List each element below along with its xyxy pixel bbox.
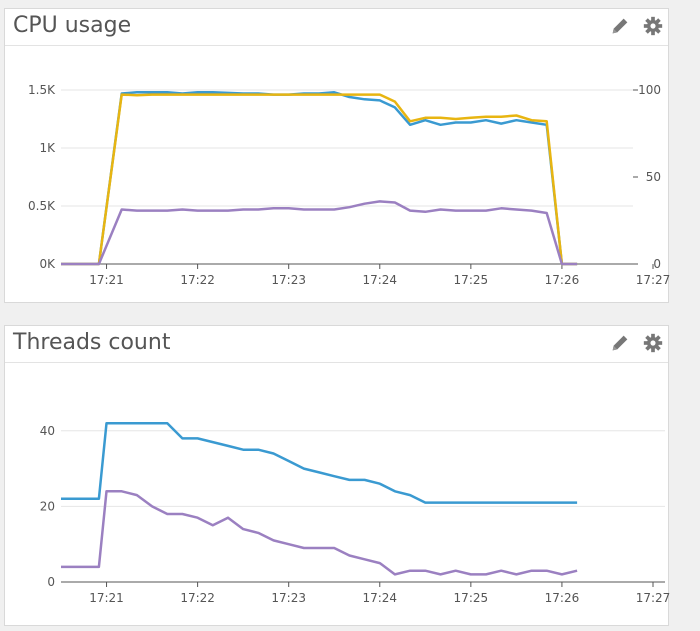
y-right-tick-label: 0 [653, 257, 661, 271]
x-tick-label: 17:26 [545, 591, 580, 605]
x-tick-label: 17:25 [454, 273, 489, 287]
series-line-2 [61, 490, 578, 576]
panel-title: CPU usage [13, 13, 132, 38]
pencil-icon[interactable] [609, 15, 631, 37]
panel-tools [603, 15, 664, 39]
x-tick-label: 17:24 [362, 591, 397, 605]
y-right-tick-label: 100 [638, 83, 661, 97]
x-tick-label: 17:23 [271, 591, 306, 605]
series-line-1 [61, 91, 578, 266]
pencil-icon[interactable] [609, 332, 631, 354]
cpu-usage-panel: CPU usage 0K 0.5K 1K 1.5K 0 50 100 17:21 17:22 17… [4, 8, 670, 303]
y-tick-label: 1.5K [28, 83, 56, 97]
y-tick-label: 0 [47, 575, 55, 589]
cpu-usage-chart: 0K 0.5K 1K 1.5K 0 50 100 17:21 17:22 17:23 17:24 17… [28, 83, 670, 287]
y-tick-label: 1K [39, 141, 56, 155]
gear-icon[interactable] [642, 332, 664, 354]
gear-icon[interactable] [642, 15, 664, 37]
panel-tools [603, 332, 664, 356]
x-tick-label: 17:22 [180, 273, 215, 287]
panel-header: Threads count [5, 326, 668, 363]
x-tick-label: 17:22 [180, 591, 215, 605]
series-line-1 [61, 421, 578, 504]
y-tick-label: 0.5K [28, 199, 56, 213]
x-tick-label: 17:25 [454, 591, 489, 605]
x-tick-label: 17:26 [545, 273, 580, 287]
panel-title: Threads count [13, 330, 171, 355]
x-tick-label: 17:23 [271, 273, 306, 287]
x-tick-label: 17:21 [89, 591, 124, 605]
series-line-3 [61, 200, 578, 266]
x-tick-label: 17:27 [636, 273, 670, 287]
y-right-tick-label: 50 [646, 170, 661, 184]
x-tick-label: 17:21 [89, 273, 124, 287]
threads-count-panel: Threads count 0 20 40 17:21 17:22 17:23 17:24 1… [4, 325, 670, 626]
x-tick-label: 17:27 [636, 591, 670, 605]
series-line-2 [61, 93, 578, 266]
y-tick-label: 40 [40, 424, 55, 438]
panel-header: CPU usage [5, 9, 668, 46]
y-tick-label: 20 [40, 499, 55, 513]
y-tick-label: 0K [39, 257, 56, 271]
threads-count-chart: 0 20 40 17:21 17:22 17:23 17:24 17:25 17:26 17:27 [40, 421, 670, 605]
x-tick-label: 17:24 [362, 273, 397, 287]
